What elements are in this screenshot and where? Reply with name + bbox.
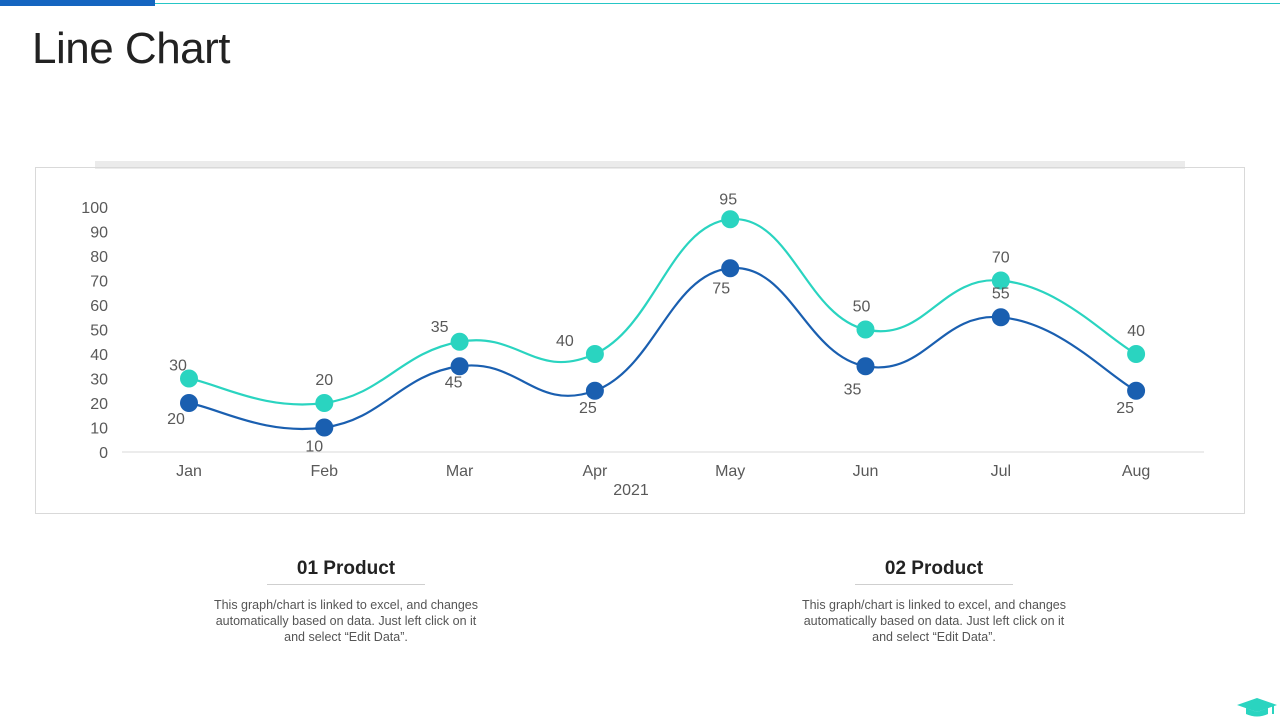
x-tick-label-aug: Aug (1122, 463, 1150, 480)
series-1-label-mar: 35 (431, 319, 449, 336)
x-tick-label-feb: Feb (311, 463, 339, 480)
y-tick-label-30: 30 (90, 372, 108, 389)
y-tick-label-50: 50 (90, 323, 108, 340)
series-1-line (188, 218, 1137, 406)
series-1-label-feb: 20 (315, 372, 333, 389)
series-1-label-aug: 40 (1127, 323, 1145, 340)
y-tick-label-80: 80 (90, 249, 108, 266)
series-2-label-jun: 35 (844, 381, 862, 398)
series-1-point-mar (450, 332, 469, 351)
series-1-point-feb (315, 394, 334, 412)
series-2-label-may: 75 (712, 280, 730, 297)
product-1-description: This graph/chart is linked to excel, and… (213, 598, 479, 644)
y-tick-label-40: 40 (90, 347, 108, 364)
series-1-label-apr: 40 (556, 333, 574, 350)
page-title: Line Chart (32, 24, 231, 73)
series-2-point-jun (856, 357, 875, 376)
product-2-description: This graph/chart is linked to excel, and… (801, 598, 1067, 644)
series-2-line (188, 267, 1137, 430)
product-2-title: 02 Product (854, 558, 1014, 585)
series-2-point-mar (450, 357, 469, 376)
x-tick-label-jun: Jun (853, 463, 879, 480)
series-2-label-mar: 45 (445, 374, 463, 391)
series-2-label-jul: 55 (992, 285, 1010, 302)
graduation-cap-icon (1237, 698, 1277, 717)
series-1-point-jul (991, 271, 1010, 290)
series-2-point-aug (1127, 381, 1146, 400)
series-2-point-may (721, 259, 740, 278)
y-tick-label-0: 0 (99, 445, 108, 462)
series-1-point-apr (585, 345, 604, 363)
series-2-label-apr: 25 (579, 400, 597, 417)
series-1-label-may: 95 (719, 191, 737, 208)
top-divider-line (155, 3, 1280, 4)
series-2-point-apr (585, 381, 604, 400)
series-1-point-may (721, 210, 740, 229)
x-tick-label-may: May (715, 463, 745, 480)
y-tick-label-10: 10 (90, 421, 108, 438)
y-tick-label-90: 90 (90, 225, 108, 242)
series-1-label-jan: 30 (169, 358, 187, 375)
series-2-label-jan: 20 (167, 411, 185, 428)
series-1-label-jun: 50 (853, 299, 871, 316)
chart-header-shadow (95, 161, 1185, 169)
series-1-point-aug (1127, 345, 1146, 363)
product-1-title: 01 Product (266, 558, 426, 585)
x-tick-label-jan: Jan (176, 463, 202, 480)
series-1-label-jul: 70 (992, 250, 1010, 267)
y-tick-label-100: 100 (81, 200, 108, 217)
series-2-label-feb: 10 (305, 439, 323, 456)
x-tick-label-jul: Jul (991, 463, 1011, 480)
series-2-label-aug: 25 (1116, 400, 1134, 417)
series-2-point-jul (991, 308, 1010, 327)
series-1-point-jan (180, 369, 198, 388)
series-2-point-jan (180, 394, 198, 412)
product-1-block: 01 Product This graph/chart is linked to… (211, 558, 481, 645)
series-1-point-jun (856, 320, 875, 339)
y-tick-label-20: 20 (90, 396, 108, 413)
x-tick-label-apr: Apr (582, 463, 608, 480)
product-2-block: 02 Product This graph/chart is linked to… (799, 558, 1069, 645)
x-tick-label-mar: Mar (446, 463, 474, 480)
y-tick-label-70: 70 (90, 274, 108, 291)
top-accent-bar (0, 0, 155, 6)
y-tick-label-60: 60 (90, 298, 108, 315)
chart-frame[interactable] (35, 167, 1245, 514)
series-2-point-feb (315, 418, 334, 437)
x-axis-title: 2021 (613, 482, 649, 499)
